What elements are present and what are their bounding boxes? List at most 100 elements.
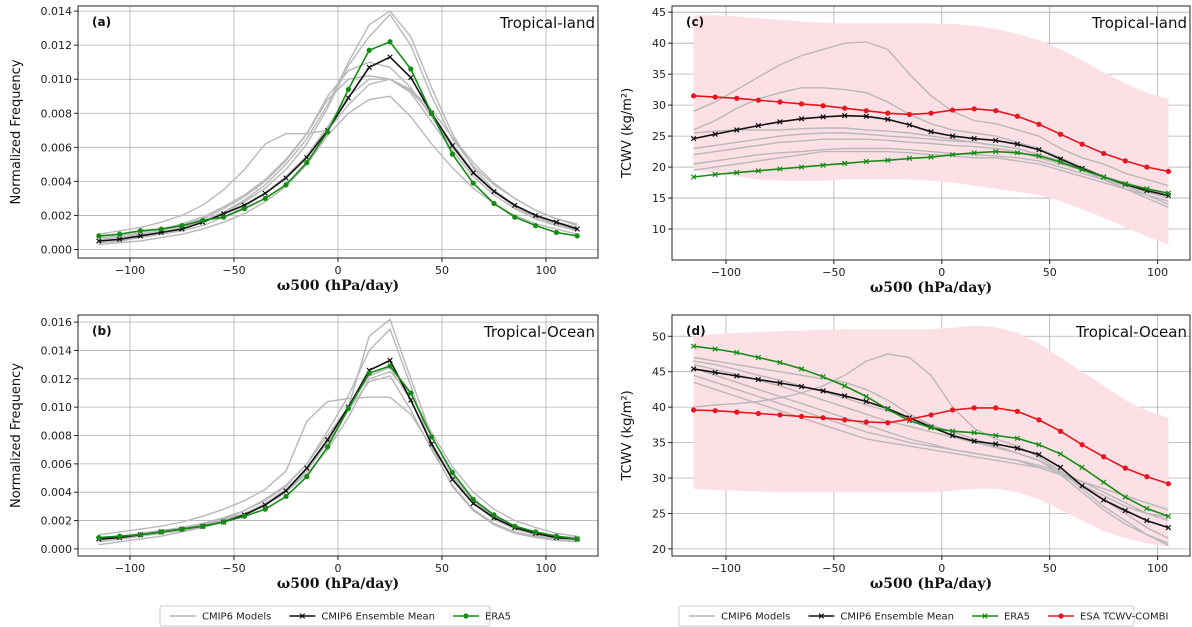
- era5-point: [179, 223, 185, 229]
- era5-point: [429, 434, 435, 440]
- cmip6-model-line: [693, 353, 1169, 547]
- era5-point: [971, 429, 977, 436]
- era5-point: [798, 164, 805, 170]
- esa-tcwv-combi-point: [690, 407, 697, 413]
- cmip6-ensemble-mean-point: [1144, 517, 1150, 524]
- esa-tcwv-combi-point: [971, 405, 977, 411]
- legend-label-cmip6-models: CMIP6 Models: [721, 612, 790, 623]
- cmip6-model-line: [693, 150, 1169, 202]
- esa-tcwv-combi-point: [1122, 465, 1128, 471]
- era5-point: [117, 533, 123, 539]
- plot-content: [96, 10, 580, 246]
- era5-point: [1057, 451, 1064, 457]
- esa-tcwv-combi-point: [1014, 113, 1020, 119]
- era5-point: [1036, 153, 1042, 159]
- y-tick-label: 45: [652, 6, 666, 19]
- era5-point: [993, 432, 999, 439]
- cmip6-ensemble-mean-point: [449, 142, 456, 149]
- y-tick-label: 40: [652, 401, 666, 414]
- cmip6-ensemble-mean-point: [777, 119, 783, 125]
- esa-tcwv-combi-point: [690, 93, 697, 99]
- y-tick-label: 0.012: [41, 373, 73, 386]
- y-tick-label: 20: [652, 161, 666, 174]
- era5-point: [1014, 150, 1021, 156]
- era5-point: [734, 169, 740, 176]
- cmip6-ensemble-mean-point: [408, 397, 414, 403]
- cmip6-ensemble-mean-point: [755, 376, 762, 383]
- cmip6-ensemble-mean-point: [690, 135, 697, 142]
- x-tick-label: 100: [1147, 562, 1168, 575]
- era5-point: [971, 150, 977, 156]
- legend-left: CMIP6 Models CMIP6 Ensemble Mean ERA5: [159, 605, 511, 627]
- era5-point: [1165, 513, 1172, 520]
- era5-point: [906, 155, 913, 162]
- legend-marker-era5: [463, 613, 469, 619]
- x-tick-label: −100: [711, 562, 741, 575]
- legend-label-era5: ERA5: [485, 612, 511, 623]
- cmip6-ensemble-mean-point: [449, 476, 456, 483]
- cmip6-ensemble-mean-point: [304, 465, 310, 471]
- era5-point: [885, 157, 891, 163]
- cmip6-ensemble-mean-point: [690, 366, 697, 372]
- esa-tcwv-combi-point: [928, 110, 934, 116]
- y-tick-label: 0.000: [41, 543, 73, 556]
- y-tick-label: 35: [652, 68, 666, 81]
- esa-tcwv-combi-point: [971, 106, 977, 112]
- y-axis-label: Normalized Frequency: [9, 59, 24, 204]
- esa-tcwv-combi-point: [734, 95, 740, 101]
- cmip6-model-line: [98, 396, 578, 539]
- era5-point: [574, 233, 580, 239]
- esa-tcwv-combi-point: [712, 94, 718, 100]
- era5-point: [137, 228, 143, 234]
- era5-point: [949, 428, 956, 434]
- esa-range-band: [693, 15, 1169, 245]
- x-tick-label: 0: [938, 562, 945, 575]
- cmip6-ensemble-mean-point: [1165, 524, 1172, 531]
- x-tick-label: −100: [711, 266, 741, 279]
- cmip6-ensemble-mean-point: [96, 238, 102, 244]
- x-tick-label: 50: [435, 562, 449, 575]
- era5-point: [1014, 435, 1021, 442]
- x-tick-label: 100: [536, 264, 557, 277]
- cmip6-ensemble-mean-point: [553, 219, 560, 225]
- era5-point: [512, 214, 518, 220]
- era5-point: [325, 129, 331, 135]
- esa-tcwv-combi-point: [1079, 442, 1085, 448]
- era5-point: [262, 506, 268, 512]
- legend-right: CMIP6 Models CMIP6 Ensemble Mean ERA5 ESA T…: [678, 605, 1168, 627]
- y-tick-label: 0.006: [41, 141, 73, 154]
- era5-point: [553, 229, 560, 236]
- era5-point: [241, 513, 247, 519]
- y-tick-label: 0.008: [41, 430, 73, 443]
- esa-tcwv-combi-point: [949, 407, 956, 413]
- era5-point: [712, 171, 718, 178]
- y-tick-label: 20: [652, 543, 666, 556]
- cmip6-ensemble-mean-point: [408, 74, 414, 81]
- era5-point: [408, 66, 414, 72]
- esa-tcwv-combi-point: [1101, 150, 1107, 157]
- era5-point: [387, 39, 393, 45]
- cmip6-model-line: [693, 360, 1169, 518]
- era5-point: [993, 148, 999, 155]
- y-axis-label: TCWV (kg/m²): [620, 390, 635, 481]
- x-tick-label: −100: [115, 562, 145, 575]
- era5-point: [820, 373, 826, 380]
- cmip6-model-line: [693, 132, 1169, 208]
- era5-point: [366, 47, 372, 53]
- y-tick-label: 0.010: [41, 401, 73, 414]
- era5-point: [345, 405, 351, 412]
- esa-tcwv-combi-point: [1079, 141, 1085, 147]
- era5-point: [533, 223, 539, 229]
- x-tick-label: 0: [335, 562, 342, 575]
- era5-point: [200, 523, 206, 529]
- esa-tcwv-combi-point: [1057, 131, 1064, 137]
- cmip6-ensemble-mean-point: [428, 441, 435, 447]
- cmip6-model-line: [693, 381, 1169, 511]
- y-tick-label: 0.008: [41, 107, 73, 120]
- esa-tcwv-combi-point: [755, 97, 761, 103]
- chart-panel-d: −100 −50 0 50 100 20 25 30 35 40 45 50 TCWV (kg/m²) ω…: [620, 314, 1191, 592]
- era5-point: [533, 529, 539, 535]
- cmip6-ensemble-mean-point: [949, 133, 956, 139]
- x-tick-label: −50: [222, 562, 245, 575]
